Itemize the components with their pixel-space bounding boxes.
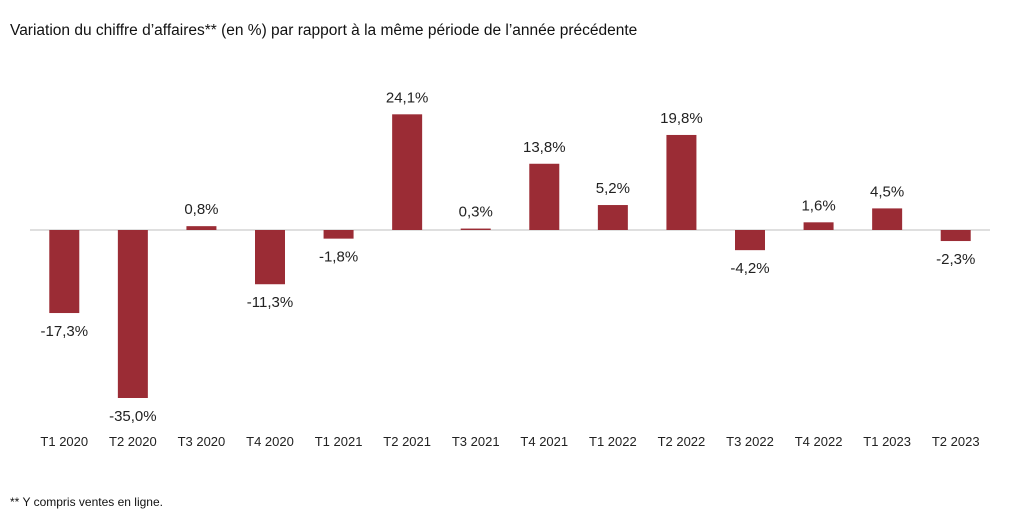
bar-8: [597, 205, 628, 230]
value-labels-group: -17,3% -35,0% 0,8% -11,3% -1,8% 24,1% 0,3% 13,8…: [41, 89, 976, 425]
bar-11: [803, 222, 834, 230]
value-label-0: -17,3%: [41, 323, 89, 340]
value-label-13: -2,3%: [936, 251, 975, 268]
category-label-2: T3 2020: [178, 434, 226, 449]
bar-5: [392, 114, 423, 230]
value-label-12: 4,5%: [870, 183, 904, 200]
bar-9: [666, 134, 697, 230]
value-label-9: 19,8%: [660, 110, 703, 127]
value-label-11: 1,6%: [801, 197, 835, 214]
bar-12: [872, 208, 903, 230]
bar-7: [529, 163, 560, 230]
bar-10: [735, 230, 765, 251]
value-label-2: 0,8%: [184, 201, 218, 218]
category-label-5: T2 2021: [383, 434, 431, 449]
value-label-7: 13,8%: [523, 139, 566, 156]
category-labels-group: T1 2020 T2 2020 T3 2020 T4 2020 T1 2021 T2 20…: [40, 434, 979, 449]
bars-group: [49, 114, 971, 398]
value-label-4: -1,8%: [319, 249, 358, 266]
bar-3: [255, 230, 285, 285]
category-label-6: T3 2021: [452, 434, 500, 449]
value-label-5: 24,1%: [386, 89, 429, 106]
category-label-9: T2 2022: [658, 434, 706, 449]
value-label-10: -4,2%: [730, 260, 769, 277]
category-label-0: T1 2020: [40, 434, 88, 449]
footnote: ** Y compris ventes en ligne.: [10, 495, 163, 509]
category-label-1: T2 2020: [109, 434, 157, 449]
bar-6: [460, 228, 491, 230]
bar-13: [940, 230, 971, 242]
value-label-1: -35,0%: [109, 408, 157, 425]
category-label-12: T1 2023: [863, 434, 911, 449]
category-label-13: T2 2023: [932, 434, 980, 449]
category-label-3: T4 2020: [246, 434, 294, 449]
value-label-6: 0,3%: [459, 204, 493, 221]
category-label-8: T1 2022: [589, 434, 637, 449]
value-label-8: 5,2%: [596, 180, 630, 197]
chart-title: Variation du chiffre d’affaires** (en %)…: [10, 22, 638, 39]
category-label-11: T4 2022: [795, 434, 843, 449]
bar-4: [323, 230, 354, 239]
bar-0: [49, 230, 80, 314]
bar-2: [186, 226, 217, 230]
category-label-7: T4 2021: [520, 434, 568, 449]
category-label-10: T3 2022: [726, 434, 774, 449]
bar-1: [117, 230, 148, 398]
value-label-3: -11,3%: [247, 294, 293, 311]
category-label-4: T1 2021: [315, 434, 363, 449]
